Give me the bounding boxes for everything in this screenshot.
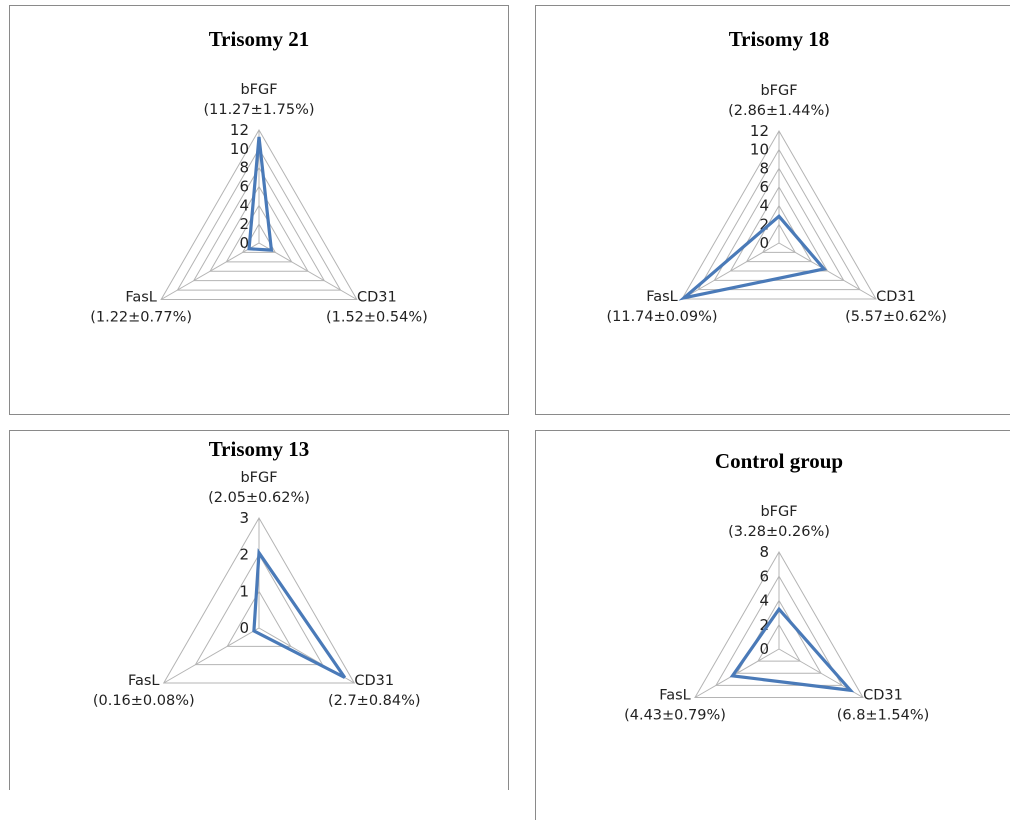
axis-value: (3.28±0.26%) xyxy=(728,524,830,540)
tick-label: 10 xyxy=(230,140,249,158)
radar-chart: Trisomy 13 0 1 2 3 bFGF (2.05±0.62%) CD31 (2.7±0… xyxy=(10,431,508,790)
tick-label: 1 xyxy=(239,582,249,600)
tick-label: 4 xyxy=(239,196,249,214)
tick-label: 4 xyxy=(759,197,769,215)
tick-label: 0 xyxy=(759,234,769,252)
axis-name: FasL xyxy=(659,688,691,704)
axis-name: CD31 xyxy=(863,688,903,704)
radar-chart: Trisomy 18024681012bFGF(2.86±1.44%)CD31(… xyxy=(536,6,1010,414)
axis-name: bFGF xyxy=(240,82,277,98)
axis-label-bfgf: bFGF (11.27±1.75%) xyxy=(203,82,314,118)
series-polygon xyxy=(249,137,271,250)
tick-label: 8 xyxy=(759,159,769,177)
series-polygon xyxy=(732,609,850,690)
tick-label: 2 xyxy=(239,215,249,233)
axis-label-cd31: CD31 (5.57±0.62%) xyxy=(845,289,947,325)
axis-value: (1.22±0.77%) xyxy=(90,310,192,326)
axis-label-cd31: CD31 (6.8±1.54%) xyxy=(837,688,930,724)
tick-label: 12 xyxy=(750,122,769,140)
tick-label: 0 xyxy=(239,619,249,637)
axis-name: CD31 xyxy=(876,289,916,305)
chart-title: Trisomy 18 xyxy=(729,27,830,51)
axis-value: (5.57±0.62%) xyxy=(845,309,947,325)
axis-name: FasL xyxy=(128,673,160,689)
axis-value: (11.74±0.09%) xyxy=(606,309,717,325)
tick-label: 8 xyxy=(759,543,769,561)
radar-chart: Control group02468bFGF(3.28±0.26%)CD31(6… xyxy=(536,431,1010,820)
chart-panel-trisomy-13: Trisomy 13 0 1 2 3 bFGF (2.05±0.62%) CD31 (2.7±0… xyxy=(9,430,509,790)
axis-label-fasl: FasL (4.43±0.79%) xyxy=(624,688,726,724)
axis-label-bfgf: bFGF (2.05±0.62%) xyxy=(208,470,310,506)
chart-title: Trisomy 13 xyxy=(209,437,310,461)
axis-value: (6.8±1.54%) xyxy=(837,708,930,724)
tick-label: 0 xyxy=(759,640,769,658)
axis-name: bFGF xyxy=(760,83,797,99)
tick-label: 6 xyxy=(759,178,769,196)
axis-value: (2.86±1.44%) xyxy=(728,103,830,119)
axis-label-cd31: CD31 (2.7±0.84%) xyxy=(328,673,421,709)
chart-title: Trisomy 21 xyxy=(209,27,310,51)
axis-label-bfgf: bFGF (3.28±0.26%) xyxy=(728,504,830,540)
radar-chart: Trisomy 21024681012bFGF(11.27±1.75%)CD31… xyxy=(10,6,508,414)
axis-label-fasl: FasL (1.22±0.77%) xyxy=(90,290,192,326)
axis-value: (11.27±1.75%) xyxy=(203,102,314,118)
series-polygon xyxy=(254,553,345,678)
tick-label: 6 xyxy=(239,178,249,196)
tick-label: 8 xyxy=(239,159,249,177)
axis-label-bfgf: bFGF (2.86±1.44%) xyxy=(728,83,830,119)
axis-name: FasL xyxy=(646,289,678,305)
tick-label: 12 xyxy=(230,121,249,139)
axis-label-fasl: FasL (0.16±0.08%) xyxy=(93,673,195,709)
tick-label: 3 xyxy=(239,509,249,527)
axis-value: (2.05±0.62%) xyxy=(208,490,310,506)
axis-name: bFGF xyxy=(760,504,797,520)
tick-label: 6 xyxy=(759,567,769,585)
axis-name: CD31 xyxy=(357,290,397,306)
axis-value: (2.7±0.84%) xyxy=(328,693,421,709)
tick-label: 2 xyxy=(239,546,249,564)
axis-name: FasL xyxy=(125,290,157,306)
axis-name: CD31 xyxy=(354,673,394,689)
axis-value: (4.43±0.79%) xyxy=(624,708,726,724)
tick-label: 10 xyxy=(750,141,769,159)
chart-title: Control group xyxy=(715,449,843,473)
axis-name: bFGF xyxy=(240,470,277,486)
tick-label: 4 xyxy=(759,592,769,610)
axis-label-cd31: CD31 (1.52±0.54%) xyxy=(326,290,428,326)
axis-value: (1.52±0.54%) xyxy=(326,310,428,326)
axis-value: (0.16±0.08%) xyxy=(93,693,195,709)
